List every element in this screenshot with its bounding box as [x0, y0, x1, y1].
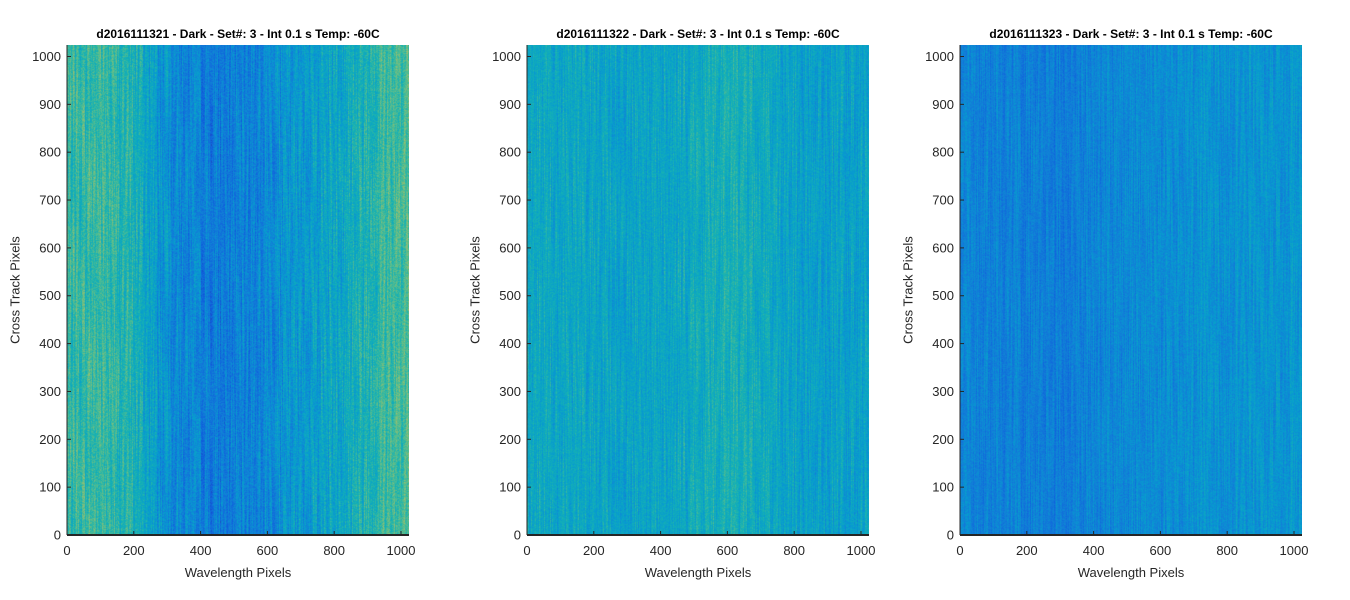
y-tick-label: 700	[499, 193, 521, 208]
y-tick-label: 200	[932, 432, 954, 447]
y-tick-label: 400	[932, 336, 954, 351]
y-tick-label: 600	[932, 240, 954, 255]
x-tick-label: 400	[650, 543, 672, 558]
y-tick-label: 100	[39, 480, 61, 495]
x-tick-label: 600	[257, 543, 279, 558]
y-tick-label: 1000	[32, 49, 61, 64]
chart-title: d2016111321 - Dark - Set#: 3 - Int 0.1 s…	[96, 27, 380, 41]
plot-area	[67, 45, 409, 535]
x-tick-label: 1000	[847, 543, 876, 558]
x-tick-label: 200	[583, 543, 605, 558]
x-tick-label: 800	[783, 543, 805, 558]
y-tick-label: 100	[932, 480, 954, 495]
y-tick-label: 300	[932, 384, 954, 399]
y-tick-label: 500	[499, 288, 521, 303]
heatmap-image	[960, 45, 1302, 535]
y-tick-label: 800	[932, 145, 954, 160]
x-tick-label: 600	[717, 543, 739, 558]
x-tick-label: 0	[523, 543, 530, 558]
x-tick-label: 0	[956, 543, 963, 558]
y-tick-label: 400	[39, 336, 61, 351]
x-tick-label: 200	[1016, 543, 1038, 558]
x-tick-label: 400	[1083, 543, 1105, 558]
y-tick-label: 900	[932, 97, 954, 112]
x-axis-label: Wavelength Pixels	[1077, 565, 1185, 580]
y-tick-label: 800	[499, 145, 521, 160]
y-tick-label: 200	[39, 432, 61, 447]
x-tick-label: 400	[190, 543, 212, 558]
y-tick-label: 1000	[925, 49, 954, 64]
x-axis-label: Wavelength Pixels	[184, 565, 292, 580]
y-tick-label: 900	[499, 97, 521, 112]
y-tick-label: 0	[947, 528, 954, 543]
plot-area	[527, 45, 869, 535]
x-tick-label: 600	[1150, 543, 1172, 558]
y-tick-label: 600	[499, 240, 521, 255]
y-tick-label: 400	[499, 336, 521, 351]
y-tick-label: 900	[39, 97, 61, 112]
y-tick-label: 100	[499, 480, 521, 495]
x-tick-label: 200	[123, 543, 145, 558]
chart-title: d2016111323 - Dark - Set#: 3 - Int 0.1 s…	[989, 27, 1273, 41]
y-tick-label: 300	[499, 384, 521, 399]
y-tick-label: 800	[39, 145, 61, 160]
plot-area	[960, 45, 1302, 535]
heatmap-image	[527, 45, 869, 535]
x-tick-label: 800	[323, 543, 345, 558]
y-tick-label: 0	[54, 528, 61, 543]
y-tick-label: 0	[514, 528, 521, 543]
y-tick-label: 1000	[492, 49, 521, 64]
y-tick-label: 600	[39, 240, 61, 255]
chart-title: d2016111322 - Dark - Set#: 3 - Int 0.1 s…	[556, 27, 840, 41]
x-tick-label: 1000	[1280, 543, 1309, 558]
x-tick-label: 1000	[387, 543, 416, 558]
y-tick-label: 700	[39, 193, 61, 208]
y-axis-label: Cross Track Pixels	[900, 236, 916, 344]
y-tick-label: 500	[39, 288, 61, 303]
y-tick-label: 200	[499, 432, 521, 447]
y-tick-label: 700	[932, 193, 954, 208]
x-tick-label: 800	[1216, 543, 1238, 558]
heatmap-image	[67, 45, 409, 535]
y-tick-label: 300	[39, 384, 61, 399]
x-tick-label: 0	[63, 543, 70, 558]
x-axis-label: Wavelength Pixels	[644, 565, 752, 580]
y-tick-label: 500	[932, 288, 954, 303]
